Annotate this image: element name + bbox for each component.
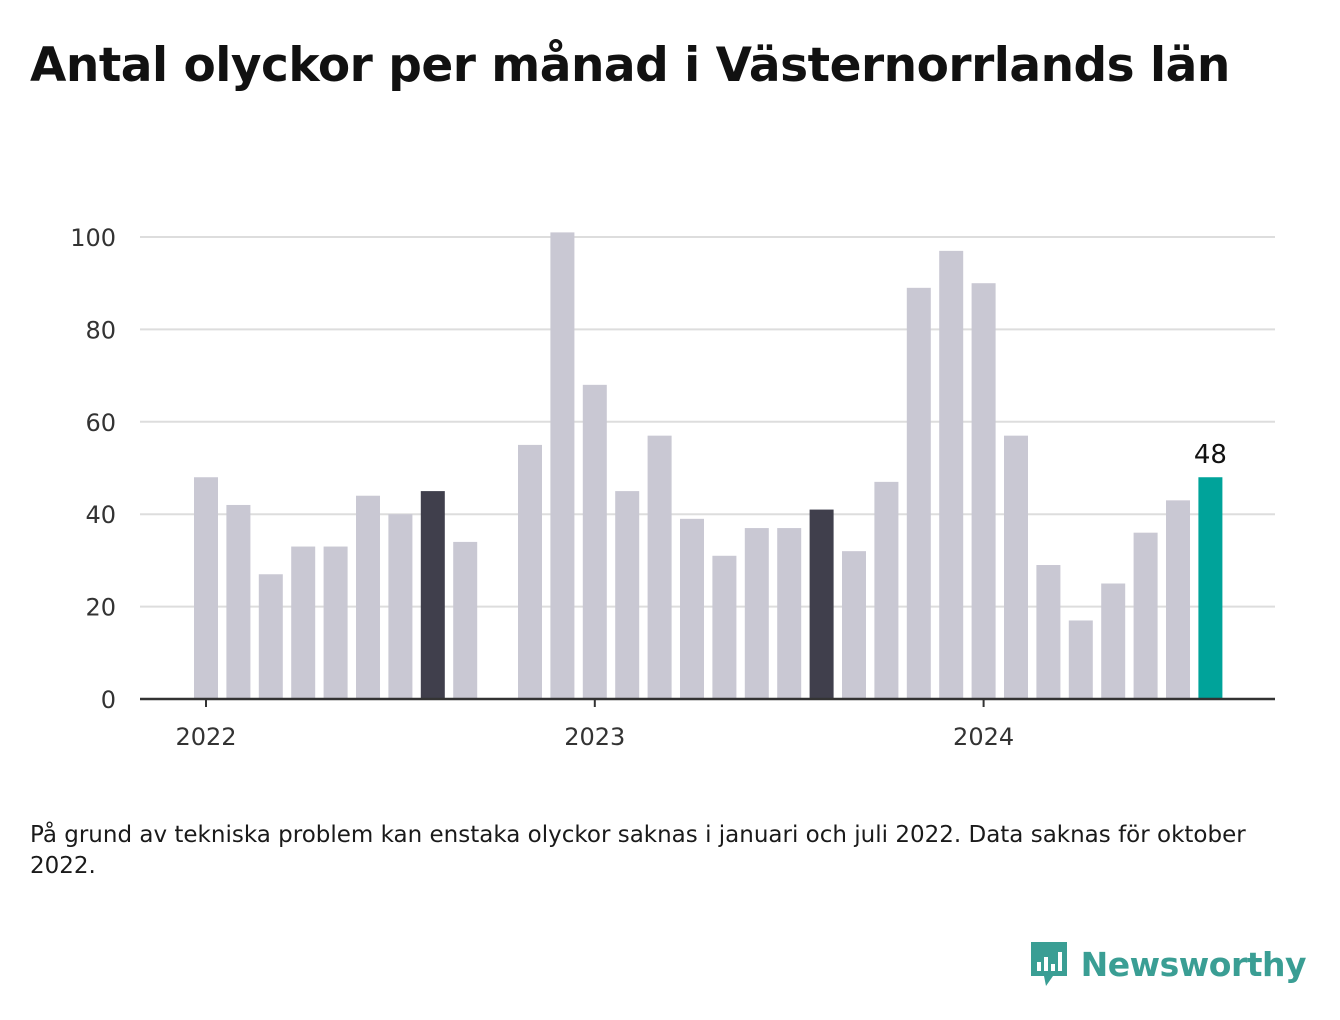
bar [777,528,802,699]
bar [1004,435,1028,699]
bar [712,555,737,699]
bar [939,250,964,700]
bars [194,232,1223,700]
bar [550,232,575,699]
x-tick-label: 2023 [564,723,625,751]
bar [1101,583,1126,699]
bar [906,287,931,699]
y-axis-ticks: 0 20 40 60 80 100 [70,224,116,714]
bar [356,495,380,699]
bar-chart: 0 20 40 60 80 100 2022 2023 2024 48 [70,224,1275,751]
bar [453,541,478,699]
y-tick-label: 0 [101,686,116,714]
bar [258,574,283,699]
bar [323,546,348,699]
bar [194,477,218,699]
bar [1198,477,1223,699]
bar [744,528,769,699]
chart-title: Antal olyckor per månad i Västernorrland… [30,38,1230,93]
bar [647,435,672,699]
bar [1166,500,1190,699]
bar [874,481,899,699]
bar [842,551,866,699]
bar [680,518,704,699]
brand-logo: Newsworthy [1029,940,1307,988]
bar [971,283,996,699]
x-axis-ticks: 2022 2023 2024 [175,699,1014,751]
footnote: På grund av tekniska problem kan enstaka… [30,822,1246,879]
newsworthy-logo-icon [1030,942,1067,986]
brand-name: Newsworthy [1080,944,1307,984]
bar [518,444,542,699]
y-tick-label: 100 [70,224,116,252]
bar [615,491,640,699]
x-tick-label: 2022 [175,723,236,751]
x-tick-label: 2024 [953,723,1014,751]
bar [1133,532,1158,699]
y-tick-label: 40 [85,501,116,529]
bar [809,509,834,699]
bar [1068,620,1093,699]
bar [420,491,445,699]
value-labels: 48 [1194,440,1227,470]
y-tick-label: 60 [85,409,116,437]
bar [388,514,413,699]
bar [226,504,251,699]
bar [1036,565,1061,699]
bar [582,384,607,699]
y-tick-label: 20 [85,594,116,622]
bar [291,546,316,699]
value-label: 48 [1194,440,1227,470]
y-tick-label: 80 [85,316,116,344]
